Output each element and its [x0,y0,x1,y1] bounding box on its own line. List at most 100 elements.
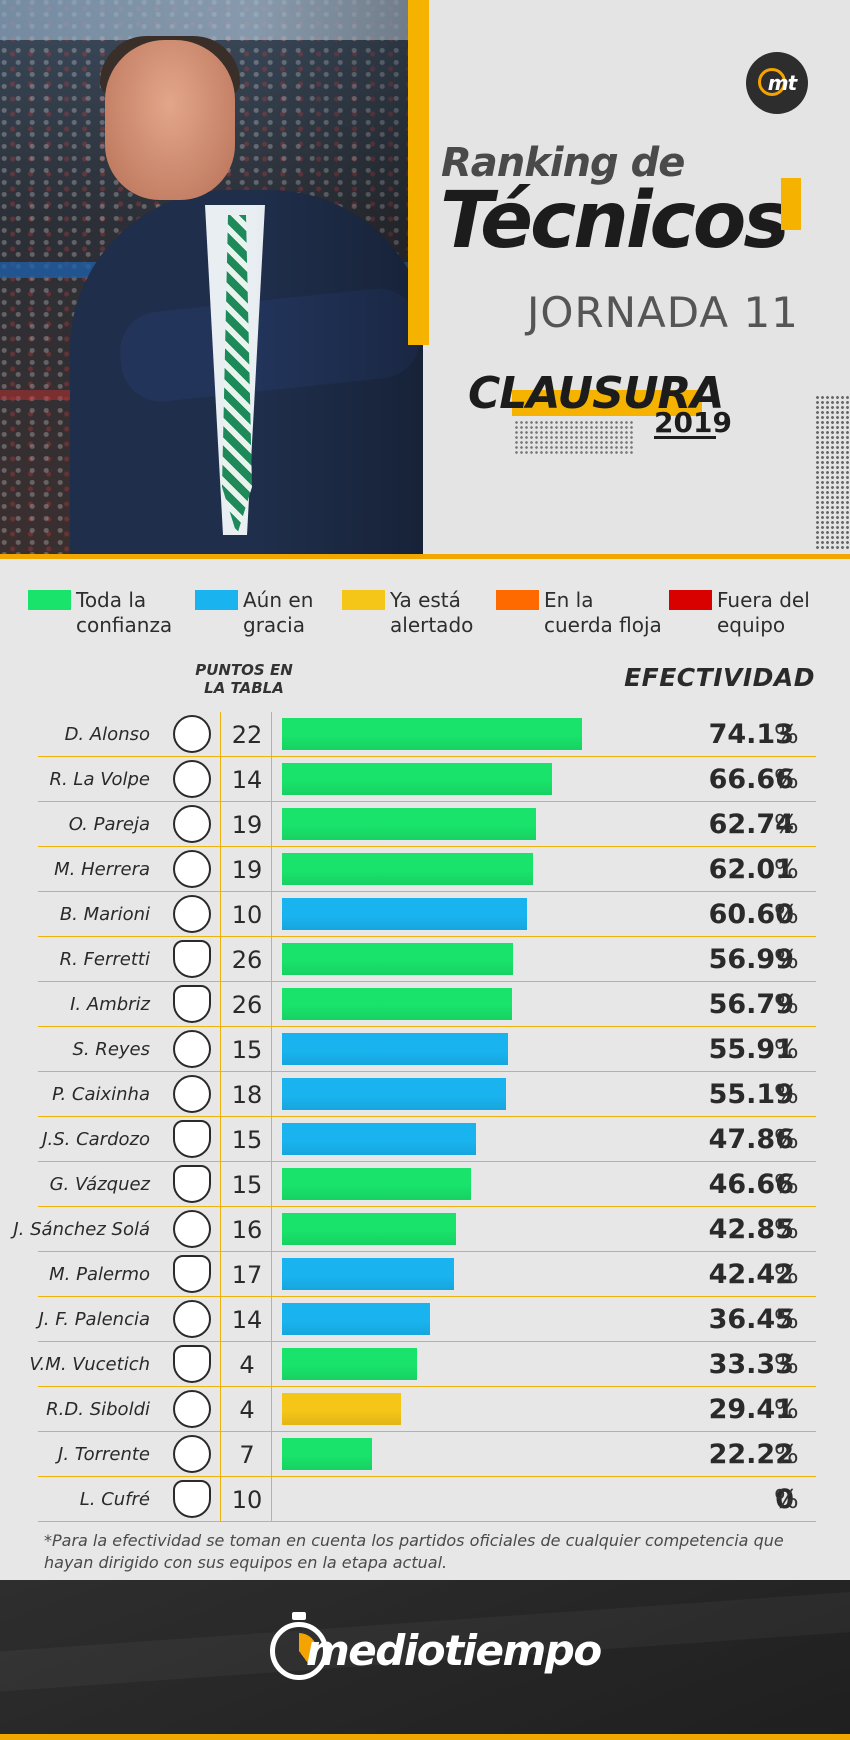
table-row: B. Marioni 10 60.60% [0,892,850,937]
row-separator [38,936,816,937]
row-separator [38,846,816,847]
legend-swatch [342,590,385,610]
table-row: M. Herrera 19 62.01% [0,847,850,892]
table-row: R. Ferretti 26 56.99% [0,937,850,982]
points-column-header: PUNTOS EN LA TABLA [195,661,293,697]
percent-sign: % [774,1080,799,1110]
points-value: 14 [231,766,263,794]
points-value: 15 [231,1171,263,1199]
legend-label: Fuera del equipo [717,588,810,637]
title-line-2: Técnicos [440,176,790,266]
table-row: D. Alonso 22 74.13% [0,712,850,757]
effectiveness-bar [282,1123,476,1155]
effectiveness-bar [282,1033,508,1065]
points-value: 14 [231,1306,263,1334]
coach-name: G. Vázquez [49,1174,150,1195]
column-divider [271,892,272,936]
percent-sign: % [774,990,799,1020]
legend-swatch [195,590,238,610]
percent-sign: % [774,765,799,795]
column-divider [271,1117,272,1161]
effectiveness-bar [282,1258,454,1290]
table-row: M. Palermo 17 42.42% [0,1252,850,1297]
points-value: 26 [231,946,263,974]
points-value: 15 [231,1036,263,1064]
table-row: J.S. Cardozo 15 47.86% [0,1117,850,1162]
table-row: J. Torrente 7 22.22% [0,1432,850,1477]
table-row: G. Vázquez 15 46.66% [0,1162,850,1207]
column-divider [220,937,221,981]
title-accent [781,178,801,230]
america-crest-icon [173,850,211,888]
tijuana-crest-icon [173,805,211,843]
effectiveness-value: 47.86 [708,1124,794,1155]
column-divider [271,1207,272,1251]
percent-sign: % [774,855,799,885]
effectiveness-bar [282,988,512,1020]
percent-sign: % [774,1485,799,1515]
footer [0,1580,850,1740]
row-separator [38,1071,816,1072]
coach-name: J.S. Cardozo [42,1129,150,1150]
row-separator [38,1251,816,1252]
effectiveness-bar [282,943,513,975]
effectiveness-bar [282,1168,471,1200]
row-separator [38,756,816,757]
legend-label: En la cuerda floja [544,588,662,637]
row-separator [38,1296,816,1297]
mediotiempo-logo: mediotiempo [270,1610,602,1690]
column-divider [271,1027,272,1071]
footer-divider [0,1734,850,1740]
row-separator [38,1116,816,1117]
table-row: L. Cufré 10 0% [0,1477,850,1522]
effectiveness-value: 56.99 [708,944,794,975]
percent-sign: % [774,1170,799,1200]
effectiveness-bar [282,718,582,750]
pumas-crest-icon [173,895,211,933]
dot-pattern [815,395,850,550]
jornada-label: JORNADA 11 [527,288,799,337]
column-divider [220,847,221,891]
column-divider [220,757,221,801]
legend-item-ya-esta-alertado: Ya está alertado [342,588,473,638]
coach-name: L. Cufré [79,1489,150,1510]
title-line-1: Ranking de [441,140,685,186]
effectiveness-value: 46.66 [708,1169,794,1200]
effectiveness-value: 33.33 [708,1349,794,1380]
column-divider [271,757,272,801]
effectiveness-bar [282,763,552,795]
coach-name: D. Alonso [64,724,150,745]
mt-logo-badge: mt [746,52,808,114]
coach-photo [0,0,423,556]
percent-sign: % [774,810,799,840]
points-value: 15 [231,1126,263,1154]
puebla-crest-icon [173,1210,211,1248]
coach-name: B. Marioni [59,904,150,925]
effectiveness-value: 36.45 [708,1304,794,1335]
column-divider [220,982,221,1026]
coach-name: R.D. Siboldi [46,1399,150,1420]
column-divider [220,1432,221,1476]
coach-name: M. Herrera [54,859,150,880]
row-separator [38,1386,816,1387]
legend-item-aun-en-gracia: Aún en gracia [195,588,313,638]
legend-item-fuera-del-equipo: Fuera del equipo [669,588,810,638]
effectiveness-value: 0 [775,1484,794,1515]
effectiveness-value: 62.74 [708,809,794,840]
column-divider [220,1342,221,1386]
header: mt Ranking de Técnicos JORNADA 11 CLAUSU… [0,0,850,556]
tigres-crest-icon [173,940,211,978]
row-separator [38,1206,816,1207]
column-divider [271,982,272,1026]
effectiveness-bar [282,1078,506,1110]
pachuca-crest-icon [173,1255,211,1293]
column-divider [271,1252,272,1296]
column-divider [220,1252,221,1296]
effectiveness-bar [282,1213,456,1245]
effectiveness-bar [282,808,536,840]
table-row: O. Pareja 19 62.74% [0,802,850,847]
effectiveness-value: 42.85 [708,1214,794,1245]
coach-name: V.M. Vucetich [29,1354,150,1375]
effectiveness-bar [282,1348,417,1380]
column-divider [220,892,221,936]
